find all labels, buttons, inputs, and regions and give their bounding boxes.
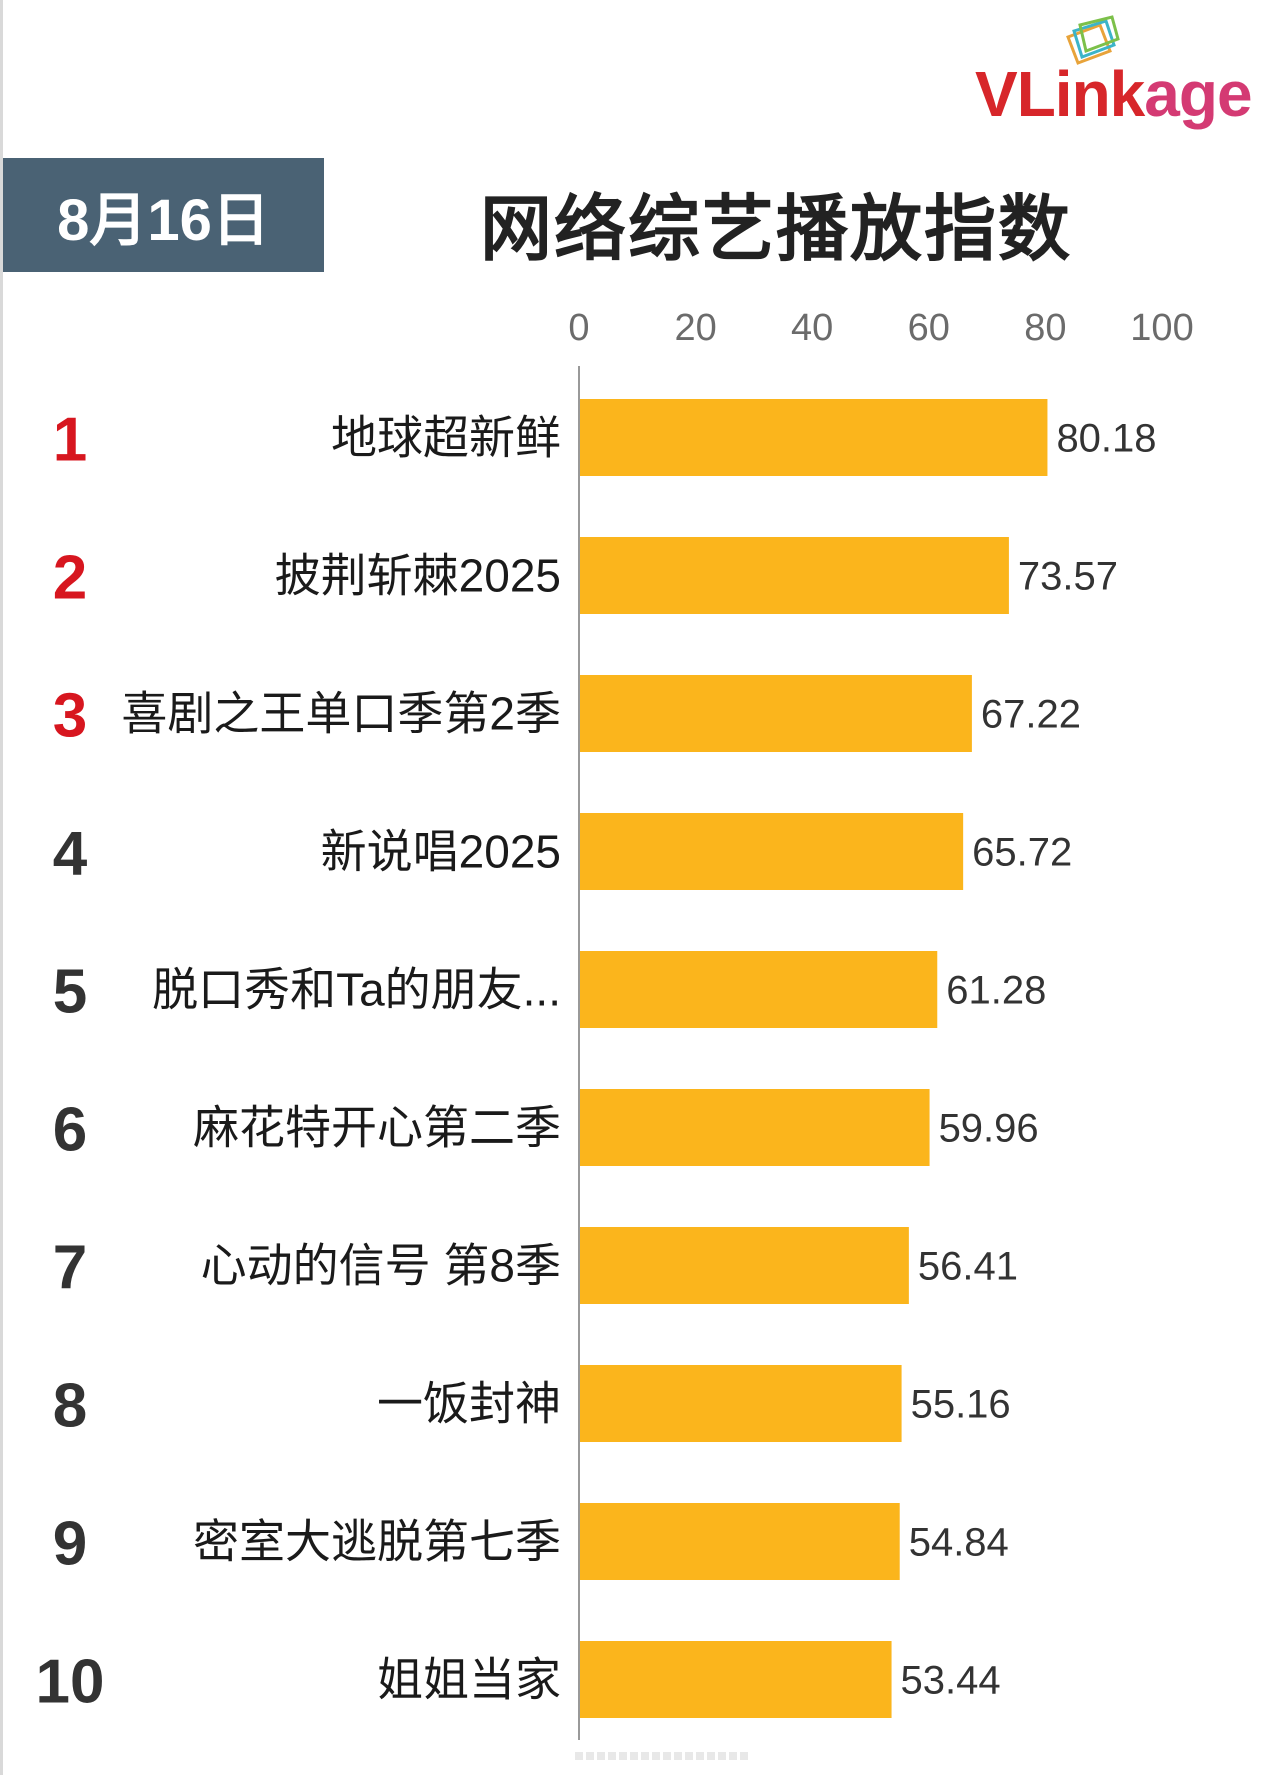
bar [580, 1641, 892, 1718]
category-label: 姐姐当家 [377, 1654, 561, 1706]
category-label: 心动的信号 第8季 [201, 1240, 561, 1292]
rank-label: 5 [53, 958, 87, 1027]
value-label: 59.96 [939, 1107, 1039, 1151]
rank-label: 6 [53, 1096, 87, 1165]
bar [580, 1089, 930, 1166]
chart-title: 网络综艺播放指数 [480, 190, 1073, 270]
category-label: 脱口秀和Ta的朋友... [152, 964, 561, 1016]
rank-label: 1 [53, 406, 87, 475]
category-label: 新说唱2025 [321, 826, 561, 878]
x-tick-label: 80 [1024, 307, 1066, 349]
bar [580, 1365, 902, 1442]
rank-label: 2 [53, 544, 87, 613]
rank-label: 7 [53, 1234, 87, 1303]
x-tick-label: 100 [1130, 307, 1193, 349]
value-label: 67.22 [981, 693, 1081, 737]
x-tick-label: 0 [568, 307, 589, 349]
category-label: 麻花特开心第二季 [193, 1102, 561, 1154]
logo-mark-icon [1066, 15, 1120, 65]
rank-label: 4 [53, 820, 88, 889]
bottom-dots [575, 1752, 748, 1760]
bar [580, 1503, 900, 1580]
logo-text-part2: ink [1054, 58, 1145, 130]
value-label: 73.57 [1018, 555, 1118, 599]
x-tick-label: 20 [674, 307, 716, 349]
logo-text-part1: VL [975, 58, 1056, 130]
category-label: 一饭封神 [377, 1378, 561, 1430]
logo-text-part3: age [1144, 58, 1252, 130]
value-label: 54.84 [909, 1521, 1009, 1565]
bar [580, 951, 938, 1028]
x-tick-label: 40 [791, 307, 833, 349]
value-label: 56.41 [918, 1245, 1018, 1289]
logo-text: VLinkage [975, 57, 1253, 131]
rank-label: 8 [53, 1372, 87, 1441]
bar [580, 399, 1048, 476]
value-label: 53.44 [901, 1659, 1001, 1703]
rank-label: 9 [53, 1510, 87, 1579]
bar [580, 813, 964, 890]
value-label: 65.72 [972, 831, 1072, 875]
bar [580, 537, 1009, 614]
value-label: 61.28 [946, 969, 1046, 1013]
x-tick-label: 60 [908, 307, 950, 349]
rank-label: 3 [53, 682, 87, 751]
date-banner: 8月16日 [3, 158, 324, 272]
vlinkage-logo: VLinkage [975, 15, 1275, 130]
category-label: 披荆斩棘2025 [275, 550, 561, 602]
bar [580, 675, 972, 752]
value-label: 80.18 [1056, 417, 1156, 461]
value-label: 55.16 [911, 1383, 1011, 1427]
rank-label: 10 [36, 1648, 105, 1717]
left-border [0, 0, 3, 1775]
date-label: 8月16日 [57, 188, 270, 253]
bar [580, 1227, 909, 1304]
category-label: 地球超新鲜 [331, 412, 561, 464]
category-label: 喜剧之王单口季第2季 [121, 688, 561, 740]
category-label: 密室大逃脱第七季 [193, 1516, 561, 1568]
